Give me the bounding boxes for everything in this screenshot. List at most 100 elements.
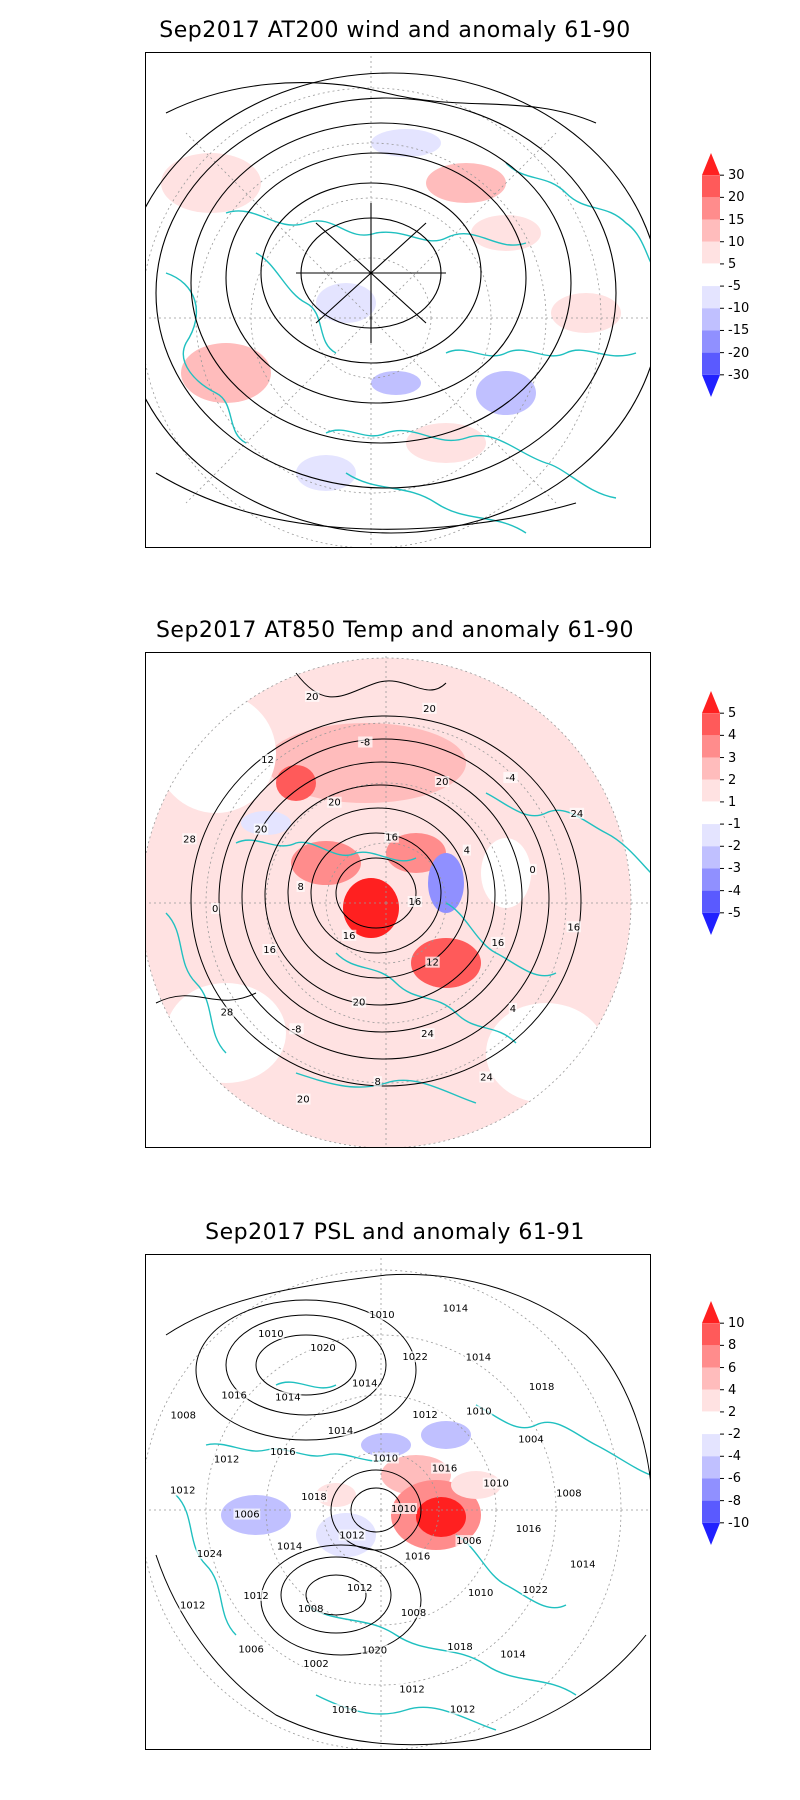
contour-label-bg xyxy=(233,1508,261,1520)
contour-label: -8 xyxy=(360,737,370,748)
colorbar-swatch xyxy=(702,846,720,869)
map-frame: 1010 1012 1010 1016 1018 1016 1012 1014 1006 1014… xyxy=(145,1254,651,1750)
contour-label: 20 xyxy=(328,798,341,809)
contour-label-bg xyxy=(434,776,450,788)
anomaly-patch xyxy=(161,153,261,213)
contour-label: 8 xyxy=(297,882,303,893)
contour-label: 1014 xyxy=(466,1353,491,1364)
contour-label: 1018 xyxy=(301,1492,326,1503)
contour-label: 1010 xyxy=(468,1588,493,1599)
colorbar-tick-label: -2 xyxy=(728,1427,741,1443)
contour-label-bg xyxy=(262,944,277,956)
contour-label: -8 xyxy=(292,1024,302,1035)
contour-label: 0 xyxy=(529,865,535,876)
contour-label: 1014 xyxy=(500,1650,525,1661)
contour-label-bg xyxy=(499,1648,527,1660)
contour-label: 1010 xyxy=(373,1453,398,1464)
colorbar-swatch xyxy=(702,735,720,758)
colorbar-swatches xyxy=(701,1301,724,1545)
colorbar-swatch xyxy=(702,352,720,375)
contour-label: 1010 xyxy=(391,1504,416,1515)
colorbar-tick-label: -4 xyxy=(728,883,741,899)
contour-label-bg xyxy=(449,1703,477,1715)
colorbar-swatch xyxy=(701,1411,721,1435)
contour-label: 28 xyxy=(183,834,196,845)
colorbar-tick-label: 1 xyxy=(728,794,737,810)
colorbar-tick-label: -2 xyxy=(728,839,741,855)
colorbar-tick-label: 10 xyxy=(728,1316,745,1332)
streamlines xyxy=(146,72,650,534)
anomaly-patch xyxy=(371,371,421,395)
contour-label-bg xyxy=(274,1391,302,1403)
contour-label: 1018 xyxy=(529,1382,554,1393)
contour-label-bg xyxy=(296,880,305,892)
contour-label-bg xyxy=(446,1640,474,1652)
contour-label-bg xyxy=(407,896,423,907)
chart-title: Sep2017 PSL and anomaly 61-91 xyxy=(205,1220,585,1245)
colorbar-tick-label: -20 xyxy=(728,345,750,361)
contour-label-bg xyxy=(289,1023,304,1035)
contour-label-bg xyxy=(276,1540,303,1552)
contour-label: 20 xyxy=(423,704,436,715)
contour-label-bg xyxy=(528,863,537,875)
colorbar-swatch xyxy=(702,1434,720,1457)
contour-label-bg xyxy=(179,1599,207,1611)
contour-label-bg xyxy=(482,1477,510,1489)
contour-label: 20 xyxy=(353,998,366,1009)
coastlines xyxy=(165,792,650,1104)
contour-label-bg xyxy=(401,1351,429,1363)
contour-label-bg xyxy=(503,772,518,784)
anomaly-patch xyxy=(481,838,531,908)
contour-label: 1016 xyxy=(221,1390,246,1401)
contour-label: 20 xyxy=(306,692,319,703)
anomaly-patch xyxy=(276,765,316,801)
colorbar-tick-label: 15 xyxy=(728,212,745,228)
contour-label: 1014 xyxy=(352,1379,377,1390)
colorbar-tick-label: 2 xyxy=(728,772,737,788)
contour-label: 1016 xyxy=(516,1524,541,1535)
colorbar: 10 8 6 4 2 -2 -4 -6 -8 -10 xyxy=(700,1298,790,1548)
contour-label-bg xyxy=(309,1341,337,1353)
contour-label-bg xyxy=(465,1351,492,1363)
colorbar-swatch xyxy=(702,1522,720,1545)
contour-label: 1024 xyxy=(197,1549,222,1560)
contour-label-bg xyxy=(515,1522,542,1534)
contour-label-bg xyxy=(420,1028,435,1040)
anomaly-patch xyxy=(476,371,536,415)
colorbar-swatches xyxy=(701,691,724,935)
contour-label-bg xyxy=(490,936,506,948)
contour-label-bg xyxy=(373,1076,382,1088)
colorbar-tick-label: 10 xyxy=(728,234,745,250)
colorbar-swatch xyxy=(702,219,720,242)
contour-label: 1014 xyxy=(328,1426,353,1437)
contour-label: 1016 xyxy=(405,1552,430,1563)
colorbar-swatch xyxy=(702,779,720,802)
anomaly-patch xyxy=(416,1497,466,1537)
contour-label-bg xyxy=(521,1584,549,1596)
contour-label-bg xyxy=(219,1006,235,1018)
colorbar-swatch xyxy=(702,286,720,309)
contour-label: 20 xyxy=(297,1095,310,1106)
colorbar-swatch xyxy=(702,713,720,736)
contour-label-bg xyxy=(297,1602,325,1614)
contour-label: 20 xyxy=(255,825,268,836)
contour-label: 16 xyxy=(409,897,422,908)
contour-label: 1010 xyxy=(483,1479,508,1490)
colorbar: 5 4 3 2 1 -1 -2 -3 -4 -5 xyxy=(700,688,790,938)
contour-label-bg xyxy=(169,1484,197,1496)
contour-label-bg xyxy=(390,1503,418,1514)
colorbar-swatch xyxy=(702,153,720,176)
contour-label-bg xyxy=(260,753,275,765)
chart-title: Sep2017 AT200 wind and anomaly 61-90 xyxy=(159,18,631,43)
contour-label: 16 xyxy=(492,938,505,949)
colorbar-swatch xyxy=(701,263,721,287)
anomaly-patch xyxy=(486,1003,606,1103)
colorbar-swatch xyxy=(702,824,720,847)
contour-label-bg xyxy=(327,1425,354,1437)
colorbar-tick-label: 30 xyxy=(728,168,745,184)
contour-label-bg xyxy=(425,956,440,968)
contour-label: 1022 xyxy=(523,1585,548,1596)
contour-label-bg xyxy=(169,1409,197,1421)
contour-label: 8 xyxy=(374,1077,380,1088)
colorbar-swatch xyxy=(702,308,720,331)
